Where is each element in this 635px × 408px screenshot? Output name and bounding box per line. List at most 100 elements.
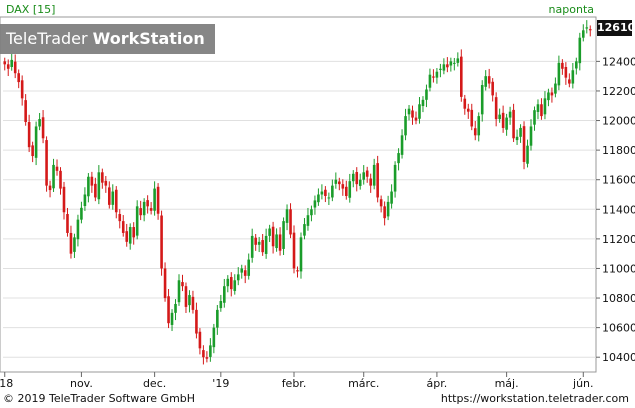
candle-down — [379, 199, 383, 207]
candle-down — [104, 180, 108, 186]
candle-up — [362, 172, 366, 180]
candle-up — [505, 117, 508, 130]
candle-up — [529, 126, 533, 146]
candle-up — [87, 176, 90, 197]
candle-down — [383, 206, 386, 219]
candle-up — [240, 268, 244, 273]
candle-down — [369, 178, 372, 186]
candle-up — [38, 119, 41, 127]
candle-down — [324, 189, 327, 196]
candle-up — [393, 164, 397, 192]
candle-up — [554, 83, 557, 94]
candle-down — [365, 170, 369, 177]
candle-down — [501, 112, 505, 128]
candle-down — [139, 208, 142, 216]
candle-down — [181, 282, 184, 287]
candle-up — [73, 237, 76, 252]
brand-name-a: TeleTrader — [6, 29, 88, 48]
candle-up — [585, 27, 589, 29]
candle-down — [41, 117, 45, 139]
candle-up — [80, 207, 83, 220]
candle-up — [425, 89, 428, 100]
candle-down — [588, 29, 592, 31]
candle-up — [331, 185, 334, 198]
candle-up — [418, 104, 421, 119]
candle-up — [282, 221, 285, 249]
candle-up — [407, 108, 411, 115]
candle-down — [296, 270, 299, 272]
candle-down — [66, 214, 69, 233]
candle-down — [254, 237, 257, 245]
candle-up — [404, 116, 407, 136]
candle-up — [533, 110, 536, 125]
candle-down — [149, 208, 153, 211]
period-label: naponta — [548, 3, 594, 16]
x-tick-label: '18 — [0, 377, 13, 390]
y-tick-label: 11600 — [602, 174, 635, 187]
source-url: https://workstation.teletrader.com — [440, 392, 629, 405]
candle-up — [306, 215, 310, 226]
candle-up — [477, 116, 481, 136]
candle-down — [540, 104, 543, 117]
candle-up — [526, 145, 529, 164]
candle-up — [453, 62, 456, 64]
candle-up — [219, 301, 223, 309]
candle-up — [519, 127, 522, 137]
candle-down — [261, 240, 264, 253]
candle-down — [568, 79, 571, 84]
candle-down — [24, 100, 27, 123]
candle-down — [146, 200, 149, 207]
copyright-text: © 2019 TeleTrader Software GmbH — [3, 392, 196, 405]
candle-down — [491, 81, 494, 96]
candle-down — [114, 189, 118, 213]
candle-down — [121, 221, 125, 233]
candle-down — [355, 172, 359, 185]
candle-up — [52, 164, 55, 189]
candle-up — [10, 59, 14, 67]
candle-down — [522, 126, 526, 162]
candle-up — [557, 62, 561, 86]
candle-up — [313, 200, 317, 208]
candle-down — [55, 166, 59, 171]
candle-down — [466, 108, 470, 112]
candle-down — [229, 277, 233, 290]
candle-down — [6, 64, 10, 69]
candle-down — [432, 76, 435, 78]
brand-watermark: TeleTrader WorkStation — [0, 24, 215, 54]
candle-down — [101, 172, 104, 183]
candle-down — [494, 97, 498, 120]
candle-down — [94, 183, 97, 198]
candle-down — [45, 140, 48, 186]
candle-down — [167, 296, 170, 324]
candle-up — [135, 206, 139, 236]
candle-down — [446, 64, 449, 68]
candle-up — [97, 172, 101, 200]
candle-up — [498, 114, 501, 120]
price-chart: 10400 10600 10800 11000 11200 11400 11600 11800… — [0, 16, 635, 390]
candle-up — [34, 126, 38, 158]
candle-down — [414, 117, 418, 121]
candle-down — [561, 62, 564, 69]
candle-up — [536, 104, 540, 112]
candle-up — [142, 201, 146, 216]
candle-down — [62, 186, 66, 213]
candle-up — [372, 164, 376, 186]
candle-up — [317, 194, 320, 203]
candle-down — [17, 73, 20, 83]
y-tick-label: 11400 — [602, 203, 635, 216]
candle-down — [376, 163, 379, 198]
candle-up — [435, 71, 439, 78]
candle-up — [275, 234, 278, 249]
x-tick-label: febr. — [282, 377, 307, 390]
candle-down — [292, 232, 296, 269]
y-tick-label: 12400 — [602, 55, 635, 68]
candle-down — [160, 215, 163, 269]
candle-up — [111, 191, 115, 205]
candle-down — [90, 176, 94, 186]
candle-up — [571, 70, 575, 84]
candle-down — [48, 185, 52, 191]
candle-up — [236, 274, 240, 281]
candle-up — [543, 98, 547, 115]
x-tick-label: '19 — [212, 377, 229, 390]
